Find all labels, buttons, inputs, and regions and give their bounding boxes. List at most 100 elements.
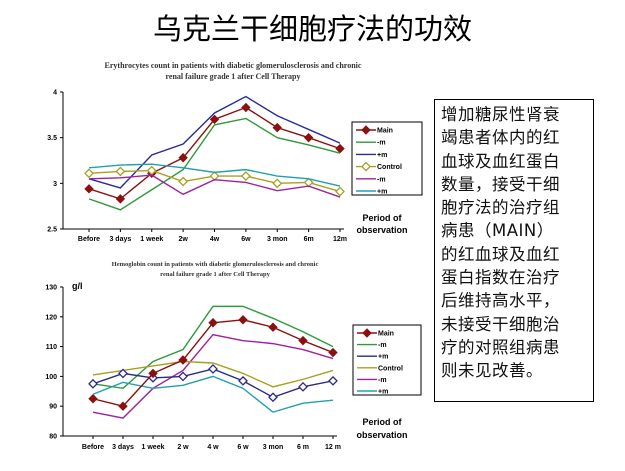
chart-title: renal failure grade 1 after Cell Therapy [160, 271, 270, 278]
x-tick-label: Before [78, 236, 100, 243]
x-tick-label: 3 mon [263, 444, 284, 451]
data-point-marker [178, 153, 188, 163]
note-line: 蛋白指数在治疗 [441, 268, 560, 288]
x-axis-label: observation [356, 225, 407, 235]
legend: Main -m +m Control -m +m [351, 121, 423, 196]
legend-box [351, 121, 423, 196]
series-Control [92, 360, 334, 388]
series-m [92, 305, 334, 390]
data-point-marker [240, 171, 251, 181]
data-point-marker [178, 355, 188, 365]
y-tick-label: 90 [49, 404, 57, 411]
data-point-marker [84, 184, 94, 194]
x-tick-label: 2 w [177, 444, 189, 451]
data-point-marker [328, 375, 338, 386]
x-tick-label: 12 m [325, 444, 341, 451]
x-axis-label: Period of [362, 417, 402, 427]
x-tick-label: 6w [241, 236, 251, 243]
legend-label: Main [377, 128, 393, 135]
y-tick-label: 100 [45, 374, 57, 381]
x-tick-label: 1 week [140, 236, 163, 243]
data-point-marker [298, 335, 308, 346]
data-point-marker [178, 176, 189, 187]
chart-title: renal failure grade 1 after Cell Therapy [166, 72, 301, 81]
x-tick-label: Before [82, 444, 104, 451]
x-tick-label: 2w [178, 236, 188, 243]
note-line: 胞疗法的治疗组 [441, 198, 560, 218]
note-line: 数量，接受干细 [441, 174, 560, 194]
data-point-marker [361, 125, 371, 135]
series-line [88, 174, 341, 198]
y-axis-label: g/l [72, 281, 83, 291]
x-tick-label: 12m [333, 236, 347, 243]
x-tick-label: 6m [304, 236, 314, 243]
note-line: 未接受干细胞治 [441, 314, 560, 334]
chart-1: Erythrocytes count in patients with diab… [47, 61, 423, 243]
data-point-marker [208, 364, 218, 374]
y-tick-label: 110 [46, 344, 57, 351]
series-m [88, 174, 341, 198]
legend-label: -m [378, 377, 387, 384]
legend-label: -m [377, 176, 386, 183]
x-tick-label: 3 days [112, 444, 134, 451]
note-line: 竭患者体内的红 [441, 128, 560, 148]
legend-label: -m [377, 140, 386, 147]
data-point-marker [148, 368, 158, 379]
data-point-marker [209, 114, 220, 125]
note-line: 病患（MAIN） [441, 221, 554, 241]
series-line [88, 163, 341, 187]
series-line [92, 375, 334, 413]
data-point-marker [303, 132, 314, 143]
x-axis-label: Period of [362, 213, 402, 223]
x-tick-label: 6 m [297, 444, 309, 451]
legend-label: Control [377, 164, 402, 171]
summary-textbox: 增加糖尿性肾衰 竭患者体内的红 血球及血红蛋白 数量，接受干细 胞疗法的治疗组 病患（MA… [434, 99, 594, 402]
x-tick-label: 3 days [109, 236, 131, 243]
legend: Main -m +m Control -m +m [352, 324, 422, 396]
data-point-marker [115, 194, 126, 204]
data-point-marker [115, 166, 126, 177]
legend-label: +m [378, 354, 388, 361]
y-tick-label: 120 [45, 314, 57, 321]
legend-label: Control [378, 365, 403, 372]
chart-2: Hemoglobin count in patients with diabet… [45, 261, 422, 451]
data-point-marker [298, 381, 308, 392]
series-m [88, 117, 341, 211]
data-point-marker [361, 161, 371, 172]
x-axis-label: observation [356, 430, 407, 440]
y-tick-label: 3.5 [47, 135, 57, 142]
data-point-marker [335, 143, 345, 154]
slide-title: 乌克兰干细胞疗法的功效 [152, 12, 472, 46]
series-line [92, 305, 334, 390]
legend-label: +m [378, 389, 388, 396]
note-line: 疗的对照组病患 [441, 337, 560, 357]
series-Controlvalues [88, 364, 338, 403]
data-point-marker [328, 347, 338, 358]
note-line: 的红血球及血红 [441, 244, 560, 264]
data-point-marker [118, 368, 128, 379]
legend-label: +m [377, 152, 387, 159]
data-point-marker [209, 171, 220, 181]
series-m [92, 333, 334, 419]
x-tick-label: 4w [210, 236, 220, 243]
data-point-marker [272, 178, 283, 189]
y-tick-label: 3 [53, 181, 57, 188]
data-point-marker [88, 378, 98, 389]
series-m [92, 375, 334, 413]
series-m [88, 163, 341, 187]
data-point-marker [238, 375, 248, 386]
series-line [92, 360, 334, 388]
data-point-marker [84, 168, 94, 179]
note-line: 则未见改善。 [441, 361, 543, 381]
x-tick-label: 3 mon [267, 236, 288, 243]
data-point-marker [118, 401, 128, 411]
x-tick-label: 6 w [237, 444, 249, 451]
y-tick-label: 80 [49, 434, 57, 441]
y-tick-label: 2.5 [47, 227, 57, 234]
data-point-marker [88, 394, 98, 404]
series-Main [88, 315, 338, 411]
series-line [92, 333, 334, 419]
series-Control [84, 165, 345, 197]
